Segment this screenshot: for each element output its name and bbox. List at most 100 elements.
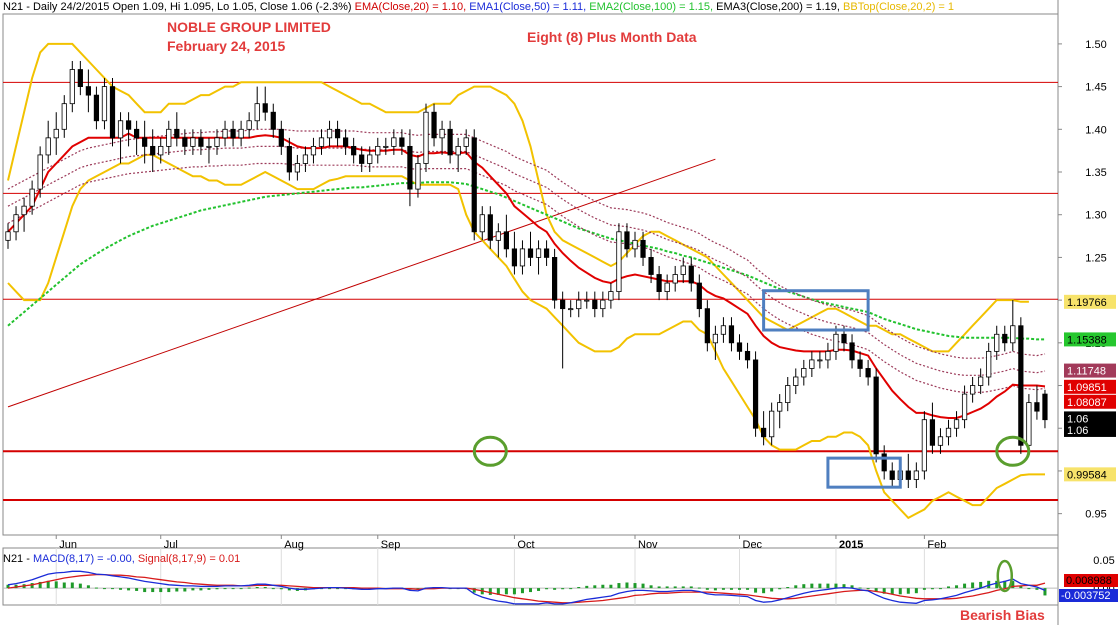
- macd-histogram-bar: [882, 588, 886, 594]
- macd-histogram-bar: [488, 588, 492, 595]
- candle-body: [929, 419, 936, 446]
- candle-body: [13, 214, 19, 233]
- candle-body: [752, 359, 759, 429]
- candle-body: [889, 470, 895, 480]
- macd-histogram-bar: [914, 588, 918, 594]
- macd-histogram-bar: [1003, 580, 1007, 589]
- ema50-lower-value-bg: [1064, 394, 1116, 409]
- macd-header-symbol: N21: [3, 553, 24, 565]
- macd-histogram-bar: [496, 588, 500, 595]
- y-tick-label: 0.95: [1085, 509, 1106, 521]
- macd-histogram-bar: [159, 588, 163, 593]
- candle-body: [69, 69, 75, 105]
- ema50-value: 1.11748: [1067, 366, 1106, 378]
- candle-body: [101, 86, 108, 122]
- macd-histogram-bar: [673, 586, 677, 589]
- candle-body: [881, 453, 887, 472]
- candle-body: [198, 137, 204, 147]
- candle-body: [511, 248, 518, 267]
- candle-body: [431, 111, 437, 139]
- macd-histogram-bar: [898, 588, 902, 595]
- ema100-value: 1.15388: [1067, 334, 1107, 346]
- candle-body: [359, 154, 365, 164]
- macd-histogram-bar: [231, 588, 235, 590]
- candle-body: [809, 359, 815, 369]
- header-info: Daily 24/2/2015 Open 1.09, Hi 1.095, Lo …: [32, 1, 352, 13]
- candle-body: [841, 333, 847, 344]
- macd-histogram-bar: [681, 586, 685, 589]
- macd-histogram-bar: [810, 583, 814, 589]
- macd-histogram-bar: [223, 588, 227, 590]
- candle-body: [873, 376, 879, 455]
- macd-value: -0.003752: [1061, 590, 1111, 602]
- macd-histogram-bar: [906, 588, 910, 594]
- candle-body: [688, 265, 694, 284]
- candle-body: [302, 154, 309, 164]
- macd-highlight-circle: [996, 559, 1014, 593]
- macd-histogram-bar: [191, 588, 195, 591]
- candle-body: [479, 214, 485, 233]
- macd-histogram-bar: [561, 588, 565, 590]
- close-value-2-bg: [1064, 422, 1116, 437]
- candle-body: [134, 128, 140, 139]
- candle-body: [584, 299, 590, 302]
- macd-header-signal: Signal(8,17,9) = 0.01: [137, 553, 241, 565]
- candle-body: [503, 231, 509, 250]
- macd-histogram-bar: [1011, 580, 1015, 589]
- candle-body: [560, 299, 566, 310]
- candle-body: [391, 137, 397, 147]
- macd-histogram-bar: [143, 588, 147, 593]
- candle-body: [150, 145, 156, 156]
- macd-histogram-bar: [271, 588, 275, 590]
- candle-body: [640, 239, 646, 258]
- candle-body: [343, 137, 349, 147]
- macd-histogram-bar: [633, 583, 637, 589]
- ema50-lower-value: 1.08087: [1067, 397, 1107, 409]
- company-title: NOBLE GROUP LIMITED: [167, 19, 331, 35]
- candle-body: [85, 86, 91, 96]
- macd-histogram-bar: [504, 588, 508, 595]
- candle-body: [744, 350, 751, 361]
- bearish-bias-label: Bearish Bias: [960, 607, 1045, 623]
- header-ema100: EMA2(Close,100) = 1.15,: [589, 1, 714, 13]
- macd-histogram-bar: [183, 588, 187, 592]
- macd-histogram-bar: [778, 588, 782, 590]
- candle-body: [552, 257, 558, 301]
- candle-body: [29, 188, 35, 207]
- candle-body: [21, 205, 27, 216]
- macd-histogram-bar: [111, 588, 114, 590]
- close-value-2: 1.06: [1067, 425, 1088, 437]
- candle-body: [206, 145, 212, 148]
- candle-body: [5, 231, 11, 241]
- candle-body: [53, 128, 59, 139]
- candle-body: [286, 145, 292, 173]
- macd-header: N21 - MACD(8,17) = -0.00, Signal(8,17,9)…: [3, 553, 241, 565]
- ema50-upper-line: [7, 128, 1046, 359]
- macd-histogram-bar: [979, 581, 983, 589]
- macd-histogram-bar: [239, 588, 243, 590]
- macd-histogram-bar: [38, 581, 42, 589]
- macd-histogram-bar: [657, 586, 661, 589]
- header-symbol: N21: [3, 1, 24, 13]
- macd-histogram-bar: [54, 581, 58, 589]
- candle-body: [672, 274, 678, 284]
- macd-histogram-bar: [1043, 588, 1047, 596]
- macd-histogram-bar: [512, 588, 516, 595]
- macd-histogram-bar: [995, 580, 999, 589]
- candle-body: [447, 128, 453, 156]
- macd-histogram-bar: [328, 588, 332, 590]
- macd-histogram-bar: [577, 587, 581, 589]
- macd-histogram-bar: [729, 588, 733, 590]
- candle-body: [1018, 325, 1024, 446]
- candle-body: [310, 145, 317, 156]
- candle-body: [785, 385, 791, 404]
- x-tick-label: Oct: [517, 539, 534, 551]
- candle-body: [720, 325, 727, 335]
- macd-histogram-bar: [721, 588, 725, 590]
- macd-histogram-bar: [818, 583, 822, 589]
- macd-histogram-bar: [127, 588, 131, 591]
- macd-histogram-bar: [738, 588, 741, 590]
- candle-body: [913, 470, 919, 480]
- macd-histogram-bar: [922, 588, 926, 590]
